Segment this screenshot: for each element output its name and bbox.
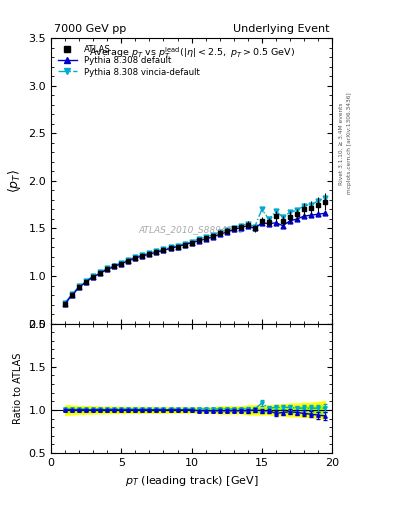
- Text: mcplots.cern.ch [arXiv:1306.3436]: mcplots.cern.ch [arXiv:1306.3436]: [347, 93, 352, 194]
- Text: 7000 GeV pp: 7000 GeV pp: [54, 24, 126, 34]
- Text: Average $p_T$ vs $p_T^{\mathrm{lead}}(|\eta| < 2.5,\ p_T > 0.5\ \mathrm{GeV})$: Average $p_T$ vs $p_T^{\mathrm{lead}}(|\…: [88, 46, 295, 61]
- Legend: ATLAS, Pythia 8.308 default, Pythia 8.308 vincia-default: ATLAS, Pythia 8.308 default, Pythia 8.30…: [55, 42, 202, 79]
- Y-axis label: Ratio to ATLAS: Ratio to ATLAS: [13, 353, 23, 424]
- Text: Underlying Event: Underlying Event: [233, 24, 329, 34]
- Text: ATLAS_2010_S8894728: ATLAS_2010_S8894728: [139, 225, 244, 234]
- X-axis label: $p_T$ (leading track) [GeV]: $p_T$ (leading track) [GeV]: [125, 474, 259, 487]
- Y-axis label: $\langle p_T \rangle$: $\langle p_T \rangle$: [6, 169, 23, 193]
- Text: Rivet 3.1.10, ≥ 3.4M events: Rivet 3.1.10, ≥ 3.4M events: [339, 102, 344, 185]
